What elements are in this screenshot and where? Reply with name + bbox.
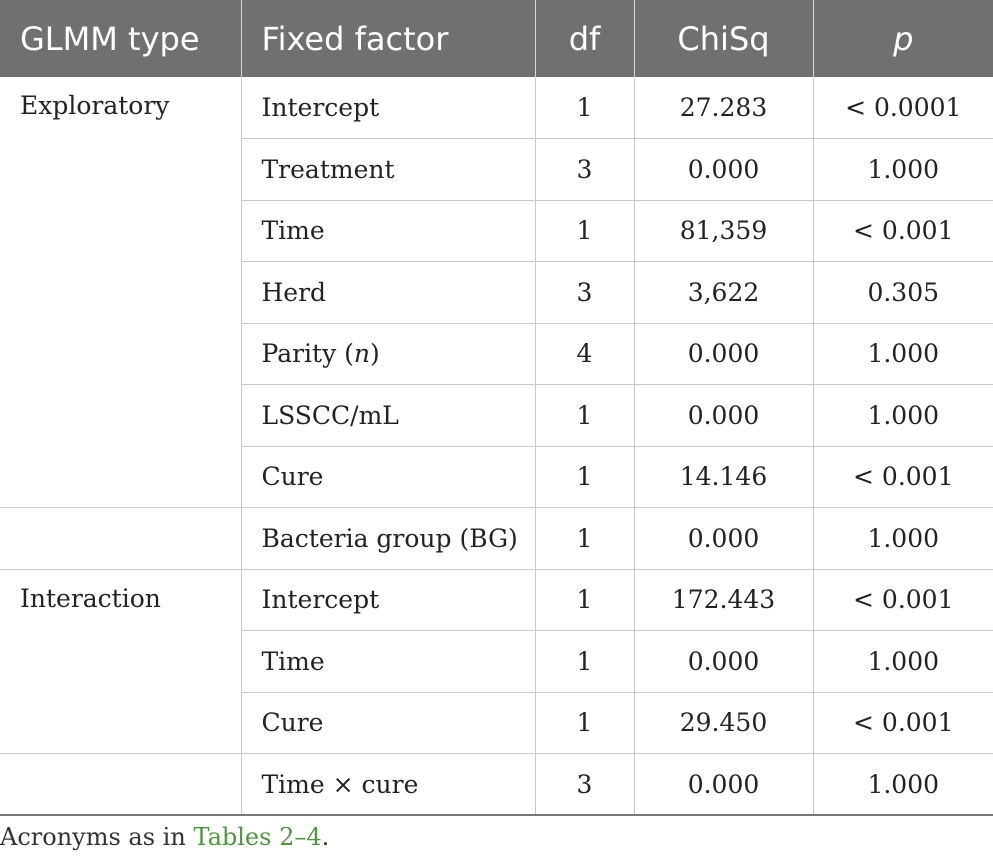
df-cell: 1 bbox=[534, 77, 634, 139]
factor-suffix: ) bbox=[370, 339, 380, 369]
table-footnote: Acronyms as in Tables 2–4. bbox=[0, 823, 329, 851]
glmm-type-cell: Interaction bbox=[0, 569, 241, 754]
header-df: df bbox=[535, 0, 635, 77]
glmm-type-cell bbox=[0, 753, 241, 816]
df-cell: 3 bbox=[534, 138, 634, 201]
df-cell: 3 bbox=[534, 753, 634, 816]
glmm-results-table: GLMM type Fixed factor df ChiSq p Explor… bbox=[0, 0, 993, 816]
df-cell: 1 bbox=[534, 384, 634, 447]
fixed-factor-cell: Time bbox=[240, 200, 535, 262]
table-row: Cure 1 14.146 < 0.001 bbox=[0, 446, 993, 508]
chisq-cell: 29.450 bbox=[633, 692, 813, 754]
header-fixed-factor: Fixed factor bbox=[241, 0, 536, 77]
df-cell: 1 bbox=[534, 200, 634, 262]
df-cell: 1 bbox=[534, 692, 634, 754]
p-cell: 1.000 bbox=[812, 507, 993, 570]
p-cell: 1.000 bbox=[812, 138, 993, 201]
chisq-cell: 0.000 bbox=[633, 384, 813, 447]
chisq-cell: 0.000 bbox=[633, 323, 813, 385]
table-row: Interaction Intercept 1 172.443 < 0.001 bbox=[0, 569, 993, 754]
df-cell: 3 bbox=[534, 261, 634, 324]
fixed-factor-cell: Cure bbox=[240, 692, 535, 754]
chisq-cell: 14.146 bbox=[633, 446, 813, 508]
fixed-factor-cell: Time × cure bbox=[240, 753, 535, 816]
fixed-factor-cell: Treatment bbox=[240, 138, 535, 201]
table-row: Time 1 0.000 1.000 bbox=[0, 630, 993, 693]
footnote-suffix: . bbox=[321, 823, 330, 851]
df-cell: 1 bbox=[534, 446, 634, 508]
tables-link[interactable]: Tables 2–4 bbox=[193, 823, 322, 851]
table-row: LSSCC/mL 1 0.000 1.000 bbox=[0, 384, 993, 447]
glmm-type-cell: Exploratory bbox=[0, 77, 241, 508]
chisq-cell: 0.000 bbox=[633, 753, 813, 816]
table-row: Cure 1 29.450 < 0.001 bbox=[0, 692, 993, 754]
table-row: Time × cure 3 0.000 1.000 bbox=[0, 753, 993, 816]
fixed-factor-cell: Parity (n) bbox=[240, 323, 535, 385]
chisq-cell: 3,622 bbox=[633, 261, 813, 324]
fixed-factor-cell: Intercept bbox=[240, 77, 535, 139]
header-chisq: ChiSq bbox=[634, 0, 814, 77]
df-cell: 1 bbox=[534, 569, 634, 631]
p-cell: 1.000 bbox=[812, 630, 993, 693]
p-cell: 1.000 bbox=[812, 323, 993, 385]
p-cell: < 0.001 bbox=[812, 200, 993, 262]
chisq-cell: 0.000 bbox=[633, 630, 813, 693]
fixed-factor-cell: Bacteria group (BG) bbox=[240, 507, 535, 570]
p-cell: < 0.001 bbox=[812, 446, 993, 508]
df-cell: 1 bbox=[534, 630, 634, 693]
chisq-cell: 81,359 bbox=[633, 200, 813, 262]
table-row: Bacteria group (BG) 1 0.000 1.000 bbox=[0, 507, 993, 570]
fixed-factor-cell: Cure bbox=[240, 446, 535, 508]
p-cell: < 0.001 bbox=[812, 569, 993, 631]
fixed-factor-cell: Intercept bbox=[240, 569, 535, 631]
factor-prefix: Parity ( bbox=[261, 339, 354, 369]
fixed-factor-cell: LSSCC/mL bbox=[240, 384, 535, 447]
df-cell: 1 bbox=[534, 507, 634, 570]
p-cell: 0.305 bbox=[812, 261, 993, 324]
p-cell: < 0.0001 bbox=[812, 77, 993, 139]
footnote-prefix: Acronyms as in bbox=[0, 823, 194, 851]
p-cell: < 0.001 bbox=[812, 692, 993, 754]
header-glmm-type: GLMM type bbox=[0, 0, 242, 77]
chisq-cell: 27.283 bbox=[633, 77, 813, 139]
chisq-cell: 0.000 bbox=[633, 507, 813, 570]
fixed-factor-cell: Time bbox=[240, 630, 535, 693]
df-cell: 4 bbox=[534, 323, 634, 385]
header-p: p bbox=[893, 19, 914, 58]
table-row: Time 1 81,359 < 0.001 bbox=[0, 200, 993, 262]
p-cell: 1.000 bbox=[812, 753, 993, 816]
table-row: Exploratory Intercept 1 27.283 < 0.0001 bbox=[0, 77, 993, 508]
chisq-cell: 0.000 bbox=[633, 138, 813, 201]
glmm-type-cell bbox=[0, 507, 241, 570]
table-row: Treatment 3 0.000 1.000 bbox=[0, 138, 993, 201]
chisq-cell: 172.443 bbox=[633, 569, 813, 631]
p-cell: 1.000 bbox=[812, 384, 993, 447]
fixed-factor-cell: Herd bbox=[240, 261, 535, 324]
factor-italic: n bbox=[353, 339, 371, 369]
table-row: Herd 3 3,622 0.305 bbox=[0, 261, 993, 324]
table-header-row: GLMM type Fixed factor df ChiSq p bbox=[0, 0, 993, 77]
table-row: Parity (n) 4 0.000 1.000 bbox=[0, 323, 993, 385]
